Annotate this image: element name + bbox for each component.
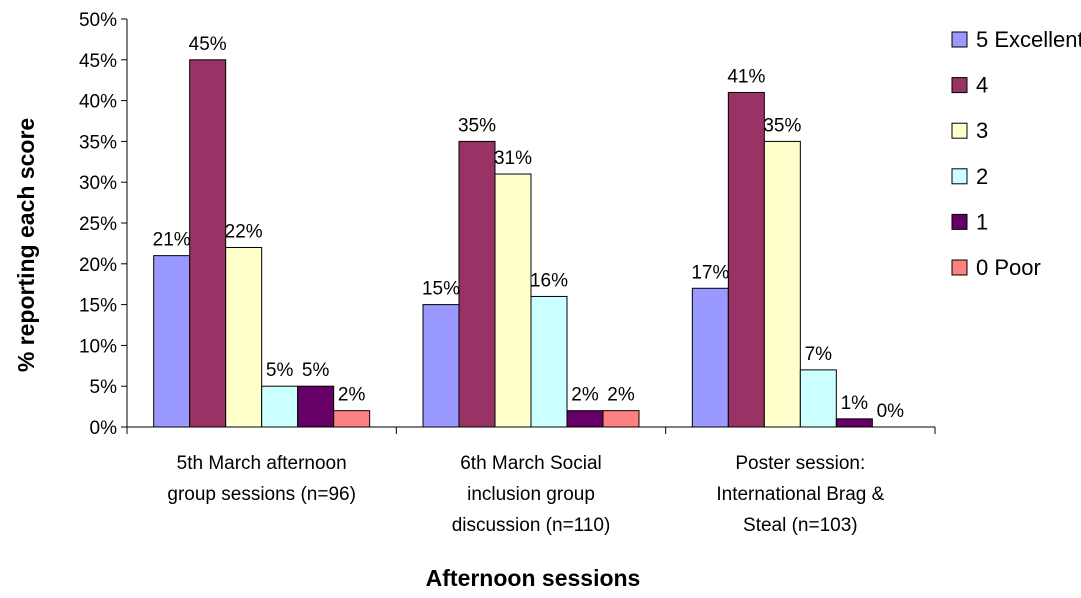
x-axis-title: Afternoon sessions xyxy=(426,565,641,591)
category-label: Poster session: xyxy=(735,453,865,474)
legend-swatch xyxy=(951,213,968,230)
y-tick-label: 25% xyxy=(79,214,117,235)
bar xyxy=(763,140,801,428)
bar xyxy=(602,410,640,428)
data-label: 45% xyxy=(189,34,227,55)
bar xyxy=(691,287,729,428)
bar xyxy=(727,91,765,428)
y-tick-label: 40% xyxy=(79,92,117,113)
category-label: group sessions (n=96) xyxy=(167,484,356,505)
bar xyxy=(566,410,604,428)
category-label: Steal (n=103) xyxy=(743,515,858,536)
data-label: 0% xyxy=(877,401,905,422)
legend-swatch xyxy=(951,168,968,185)
y-tick-label: 20% xyxy=(79,255,117,276)
axes: 0% 5% 10% 15% 20% 25% 30% 35% 40% 45% 50% xyxy=(79,10,936,439)
bar xyxy=(494,173,532,428)
y-tick-label: 45% xyxy=(79,51,117,72)
data-labels: 21% 15% 17% 45% 35% 41% 22% 31% 35% 5% 16% 7% 5% 2% 1%… xyxy=(153,34,905,422)
bar xyxy=(333,410,371,428)
legend-label: 4 xyxy=(976,73,988,98)
bar xyxy=(422,304,460,428)
data-label: 2% xyxy=(338,385,366,406)
legend-swatch xyxy=(951,77,968,94)
bar xyxy=(153,255,191,428)
legend-swatch xyxy=(951,31,968,48)
y-tick-label: 30% xyxy=(79,173,117,194)
data-label: 21% xyxy=(153,230,191,251)
bar xyxy=(799,369,837,428)
data-label: 5% xyxy=(266,360,294,381)
bar xyxy=(189,59,227,428)
legend-label: 0 Poor xyxy=(976,255,1041,280)
legend-swatch xyxy=(951,122,968,139)
y-tick-label: 15% xyxy=(79,296,117,317)
y-tick-label: 0% xyxy=(90,418,118,439)
data-label: 5% xyxy=(302,360,330,381)
bar xyxy=(835,418,873,428)
bar xyxy=(261,385,299,428)
y-axis-title: % reporting each score xyxy=(13,118,39,372)
data-label: 17% xyxy=(691,262,729,283)
data-label: 35% xyxy=(458,115,496,136)
category-label: inclusion group xyxy=(467,484,595,505)
data-label: 2% xyxy=(571,385,599,406)
y-tick-label: 50% xyxy=(79,10,117,31)
legend: 5 Excellent 4 3 2 1 0 Poor xyxy=(951,27,1081,280)
y-tick-label: 5% xyxy=(90,377,118,398)
y-tick-label: 10% xyxy=(79,336,117,357)
bar xyxy=(458,140,496,428)
legend-label: 1 xyxy=(976,209,988,234)
category-label: discussion (n=110) xyxy=(452,515,611,536)
bar xyxy=(530,295,568,428)
y-tick-label: 35% xyxy=(79,132,117,153)
data-label: 31% xyxy=(494,148,532,169)
data-label: 22% xyxy=(225,221,263,242)
bars xyxy=(153,59,873,428)
category-label: 6th March Social xyxy=(460,453,602,474)
legend-label: 2 xyxy=(976,164,988,189)
category-label: International Brag & xyxy=(716,484,884,505)
bar xyxy=(225,246,263,428)
data-label: 16% xyxy=(530,270,568,291)
data-label: 41% xyxy=(727,66,765,87)
data-label: 35% xyxy=(763,115,801,136)
data-label: 2% xyxy=(607,385,635,406)
data-label: 15% xyxy=(422,279,460,300)
data-label: 7% xyxy=(805,344,833,365)
category-label: 5th March afternoon xyxy=(177,453,347,474)
legend-label: 5 Excellent xyxy=(976,27,1081,52)
bar xyxy=(297,385,335,428)
legend-label: 3 xyxy=(976,118,988,143)
category-labels: 5th March afternoon group sessions (n=96)… xyxy=(167,453,884,536)
data-label: 1% xyxy=(841,393,869,414)
legend-swatch xyxy=(951,259,968,276)
